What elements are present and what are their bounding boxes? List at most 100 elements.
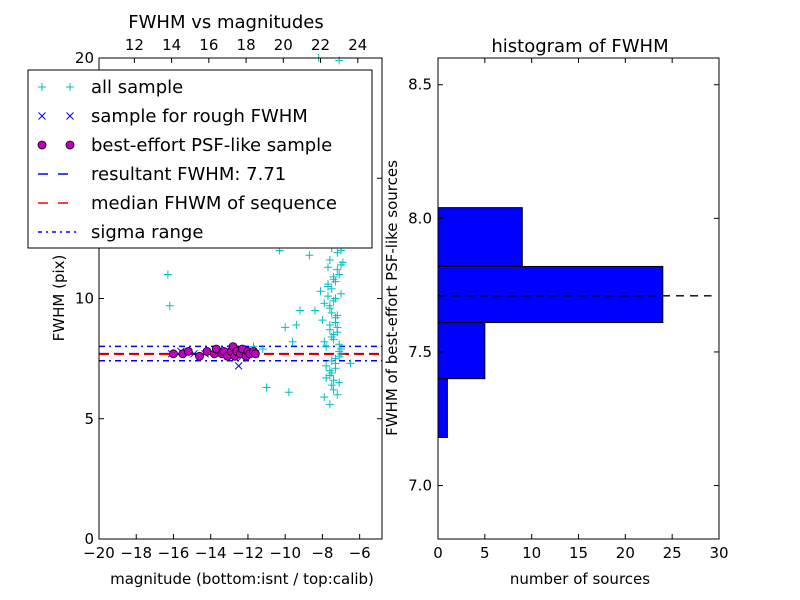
- histogram-bar: [437, 378, 448, 438]
- legend-entry-label: best-effort PSF-like sample: [91, 135, 332, 156]
- histogram-x-tick-label: 25: [663, 544, 682, 562]
- scatter-point-all-sample: [288, 337, 297, 346]
- scatter-point-psf-like: [250, 349, 260, 359]
- scatter-point-all-sample: [322, 361, 331, 370]
- scatter-point-all-sample: [258, 345, 267, 354]
- scatter-point-psf-like: [202, 347, 212, 356]
- histogram-title: histogram of FWHM: [491, 36, 668, 57]
- scatter-point-all-sample: [346, 359, 355, 368]
- scatter-panel: FWHM vs magnitudes magnitude (bottom:isn…: [27, 12, 383, 588]
- scatter-point-all-sample: [333, 265, 342, 274]
- histogram-frame: [437, 57, 720, 540]
- histogram-y-tick-label: 7.0: [408, 477, 432, 495]
- legend-symbol-plus: [38, 83, 46, 91]
- legend-symbol-circle: [37, 140, 47, 150]
- scatter-point-all-sample: [325, 256, 334, 265]
- scatter-point-all-sample: [335, 270, 344, 279]
- scatter-point-all-sample: [324, 282, 333, 291]
- scatter-x-tick-label: −14: [195, 544, 227, 562]
- legend-symbol-x: [66, 112, 74, 120]
- scatter-x-tick-label: −18: [120, 544, 152, 562]
- scatter-point-all-sample: [165, 301, 174, 310]
- scatter-point-all-sample: [333, 390, 342, 399]
- scatter-point-all-sample: [318, 316, 327, 325]
- scatter-point-all-sample: [284, 388, 293, 397]
- legend-entry-label: sample for rough FWHM: [91, 106, 308, 127]
- scatter-point-all-sample: [329, 385, 338, 394]
- histogram-y-tick-label: 8.0: [408, 209, 432, 227]
- legend-entry-label: resultant FWHM: 7.71: [91, 164, 286, 185]
- scatter-point-all-sample: [327, 381, 336, 390]
- scatter-frame: [98, 57, 383, 540]
- scatter-point-all-sample: [331, 318, 340, 327]
- scatter-top-tick-label: 18: [237, 36, 256, 54]
- scatter-x-tick-label: −10: [269, 544, 301, 562]
- scatter-point-all-sample: [333, 311, 342, 320]
- scatter-point-all-sample: [335, 378, 344, 387]
- scatter-point-all-sample: [296, 306, 305, 315]
- scatter-point-psf-like: [183, 347, 193, 356]
- scatter-x-tick-label: −20: [83, 544, 115, 562]
- scatter-y-tick-label: 0: [84, 530, 94, 548]
- scatter-point-all-sample: [320, 393, 329, 402]
- scatter-y-tick-label: 20: [75, 49, 94, 67]
- histogram-x-tick-label: 5: [480, 544, 490, 562]
- histogram-bar: [437, 265, 664, 324]
- scatter-top-tick-label: 22: [311, 36, 330, 54]
- histogram-y-tick-label: 7.5: [408, 343, 432, 361]
- histogram-x-axis-label: number of sources: [510, 570, 650, 588]
- scatter-point-all-sample: [331, 354, 340, 363]
- scatter-x-tick-label: −6: [349, 544, 371, 562]
- scatter-point-all-sample: [337, 289, 346, 298]
- scatter-point-all-sample: [310, 306, 319, 315]
- legend-symbol-plus: [66, 83, 74, 91]
- histogram-x-tick-label: 20: [616, 544, 635, 562]
- legend-entry-label: all sample: [91, 77, 183, 98]
- scatter-point-all-sample: [320, 337, 329, 346]
- scatter-top-tick-label: 14: [162, 36, 181, 54]
- histogram-panel: histogram of FWHM number of sources FWHM…: [383, 36, 729, 588]
- scatter-point-all-sample: [292, 320, 301, 329]
- scatter-point-all-sample: [327, 369, 336, 378]
- scatter-y-tick-label: 5: [84, 410, 94, 428]
- scatter-plot-area: [99, 54, 382, 409]
- scatter-y-tick-label: 10: [75, 290, 94, 308]
- histogram-x-tick-label: 0: [433, 544, 443, 562]
- scatter-x-tick-label: −16: [158, 544, 190, 562]
- scatter-y-axis-label: FWHM (pix): [50, 255, 68, 342]
- scatter-point-all-sample: [333, 248, 342, 257]
- scatter-point-all-sample: [325, 325, 334, 334]
- histogram-x-tick-label: 30: [709, 544, 728, 562]
- scatter-top-tick-label: 16: [199, 36, 218, 54]
- histogram-y-tick-label: 8.5: [408, 76, 432, 94]
- histogram-ticks: 0 5 10 15 20 25 30 7.0 7.5 8.0 8.5: [408, 58, 729, 562]
- histogram-bar: [437, 207, 523, 267]
- scatter-point-all-sample: [329, 376, 338, 385]
- scatter-point-all-sample: [331, 364, 340, 373]
- scatter-point-all-sample: [322, 342, 331, 351]
- scatter-point-all-sample: [335, 347, 344, 356]
- scatter-point-all-sample: [325, 304, 334, 313]
- scatter-point-all-sample: [327, 308, 336, 317]
- histogram-y-axis-label: FWHM of best-effort PSF-like sources: [383, 160, 401, 436]
- scatter-x-tick-label: −8: [311, 544, 333, 562]
- histogram-bar: [437, 322, 486, 380]
- scatter-point-all-sample: [320, 299, 329, 308]
- scatter-point-all-sample: [316, 287, 325, 296]
- scatter-x-tick-label: −12: [232, 544, 264, 562]
- scatter-point-all-sample: [335, 340, 344, 349]
- legend-box: [27, 69, 373, 249]
- scatter-point-psf-like: [169, 349, 178, 359]
- scatter-point-all-sample: [337, 260, 346, 269]
- scatter-point-all-sample: [163, 270, 172, 279]
- scatter-point-psf-like: [195, 351, 204, 361]
- scatter-point-rough-fwhm: [234, 361, 243, 370]
- scatter-top-tick-label: 20: [274, 36, 293, 54]
- scatter-legend: all sample sample for rough FWHM best-effo…: [27, 69, 373, 249]
- histogram-plot-area: [437, 207, 712, 438]
- scatter-point-all-sample: [262, 383, 271, 392]
- scatter-point-all-sample: [281, 323, 290, 332]
- scatter-x-axis-label: magnitude (bottom:isnt / top:calib): [110, 570, 374, 588]
- scatter-top-tick-label: 24: [348, 36, 367, 54]
